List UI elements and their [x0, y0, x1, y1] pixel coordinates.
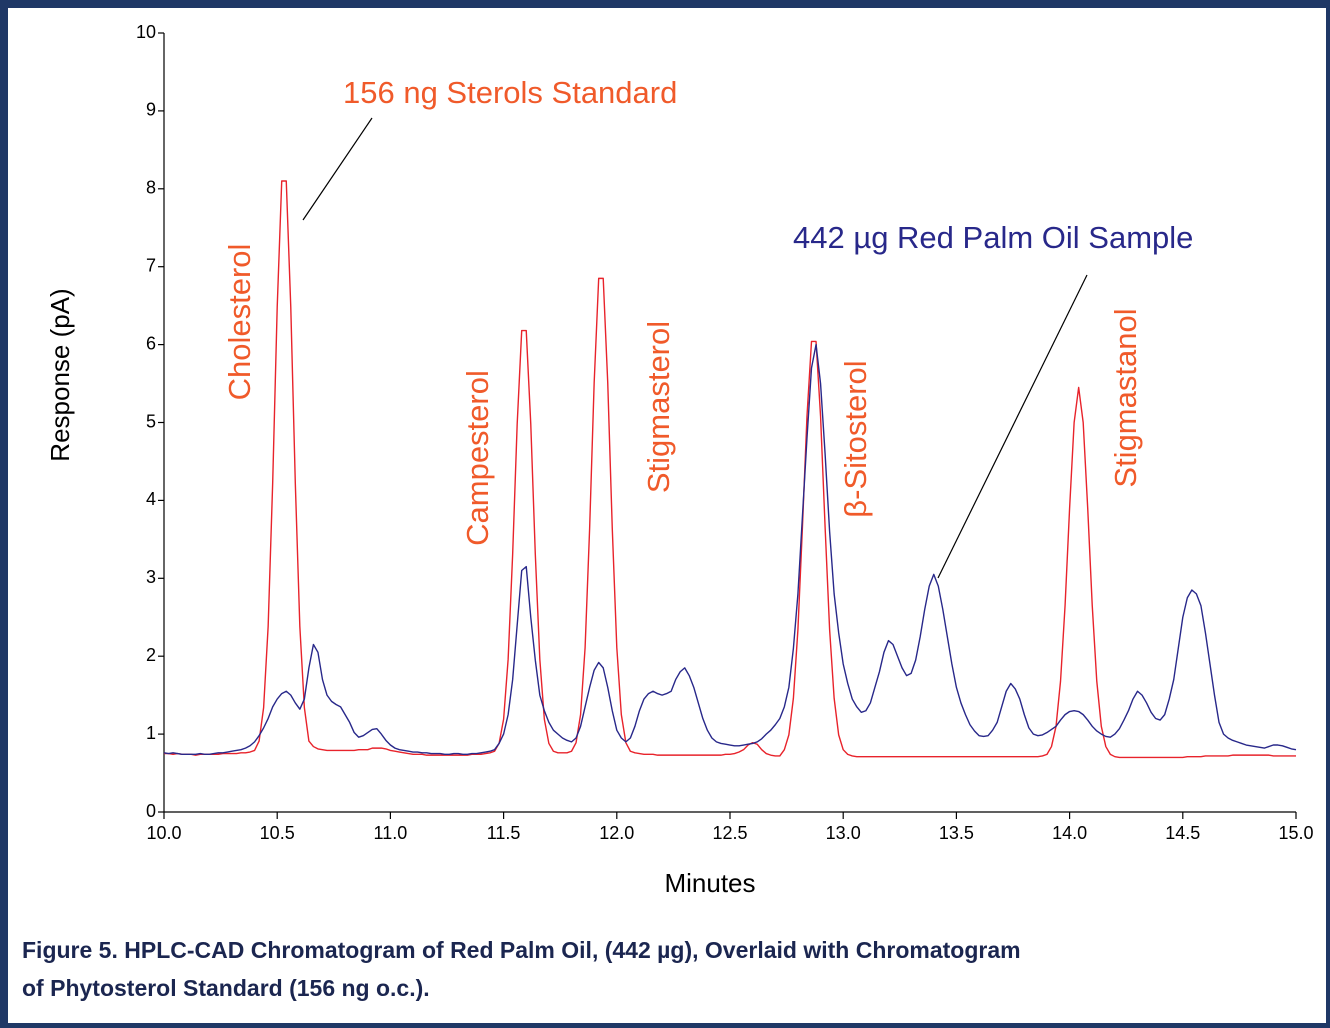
x-tick-label: 11.5 [487, 823, 521, 843]
y-tick-label: 6 [146, 333, 156, 353]
y-tick-label: 7 [146, 255, 156, 275]
peak-label: Stigmastanol [1108, 308, 1143, 487]
y-tick-label: 10 [136, 22, 156, 42]
y-tick-label: 8 [146, 178, 156, 198]
x-axis-title: Minutes [664, 868, 755, 898]
series-line [163, 343, 1297, 756]
caption-line: of Phytosterol Standard (156 ng o.c.). [22, 975, 430, 1001]
x-tick-label: 14.5 [1165, 823, 1200, 843]
x-tick-label: 13.0 [826, 823, 861, 843]
peak-label: Campesterol [460, 370, 495, 546]
series-line [164, 180, 1296, 759]
y-tick-label: 3 [146, 567, 156, 587]
caption-line: Figure 5. HPLC-CAD Chromatogram of Red P… [22, 937, 1021, 963]
y-tick-label: 9 [146, 100, 156, 120]
peak-label: Stigmasterol [641, 321, 676, 493]
y-tick-label: 2 [146, 645, 156, 665]
x-tick-label: 11.0 [374, 823, 408, 843]
x-tick-label: 15.0 [1278, 823, 1313, 843]
leader-line [937, 274, 1088, 579]
peak-label: β-Sitosterol [838, 360, 873, 517]
y-tick-label: 5 [146, 411, 156, 431]
y-tick-label: 4 [146, 489, 156, 509]
leader-line [302, 117, 373, 221]
x-tick-label: 12.0 [599, 823, 634, 843]
y-tick-label: 1 [146, 723, 156, 743]
series-label: 156 ng Sterols Standard [343, 75, 677, 110]
x-tick-label: 14.0 [1052, 823, 1087, 843]
x-tick-label: 10.5 [260, 823, 295, 843]
x-tick-label: 13.5 [939, 823, 974, 843]
x-tick-label: 12.5 [712, 823, 747, 843]
page-background [8, 8, 1326, 1023]
x-tick-label: 10.0 [146, 823, 181, 843]
peak-label: Cholesterol [222, 244, 257, 401]
y-tick-label: 0 [146, 801, 156, 821]
series-label: 442 µg Red Palm Oil Sample [793, 220, 1193, 255]
y-axis-title: Response (pA) [45, 288, 75, 461]
